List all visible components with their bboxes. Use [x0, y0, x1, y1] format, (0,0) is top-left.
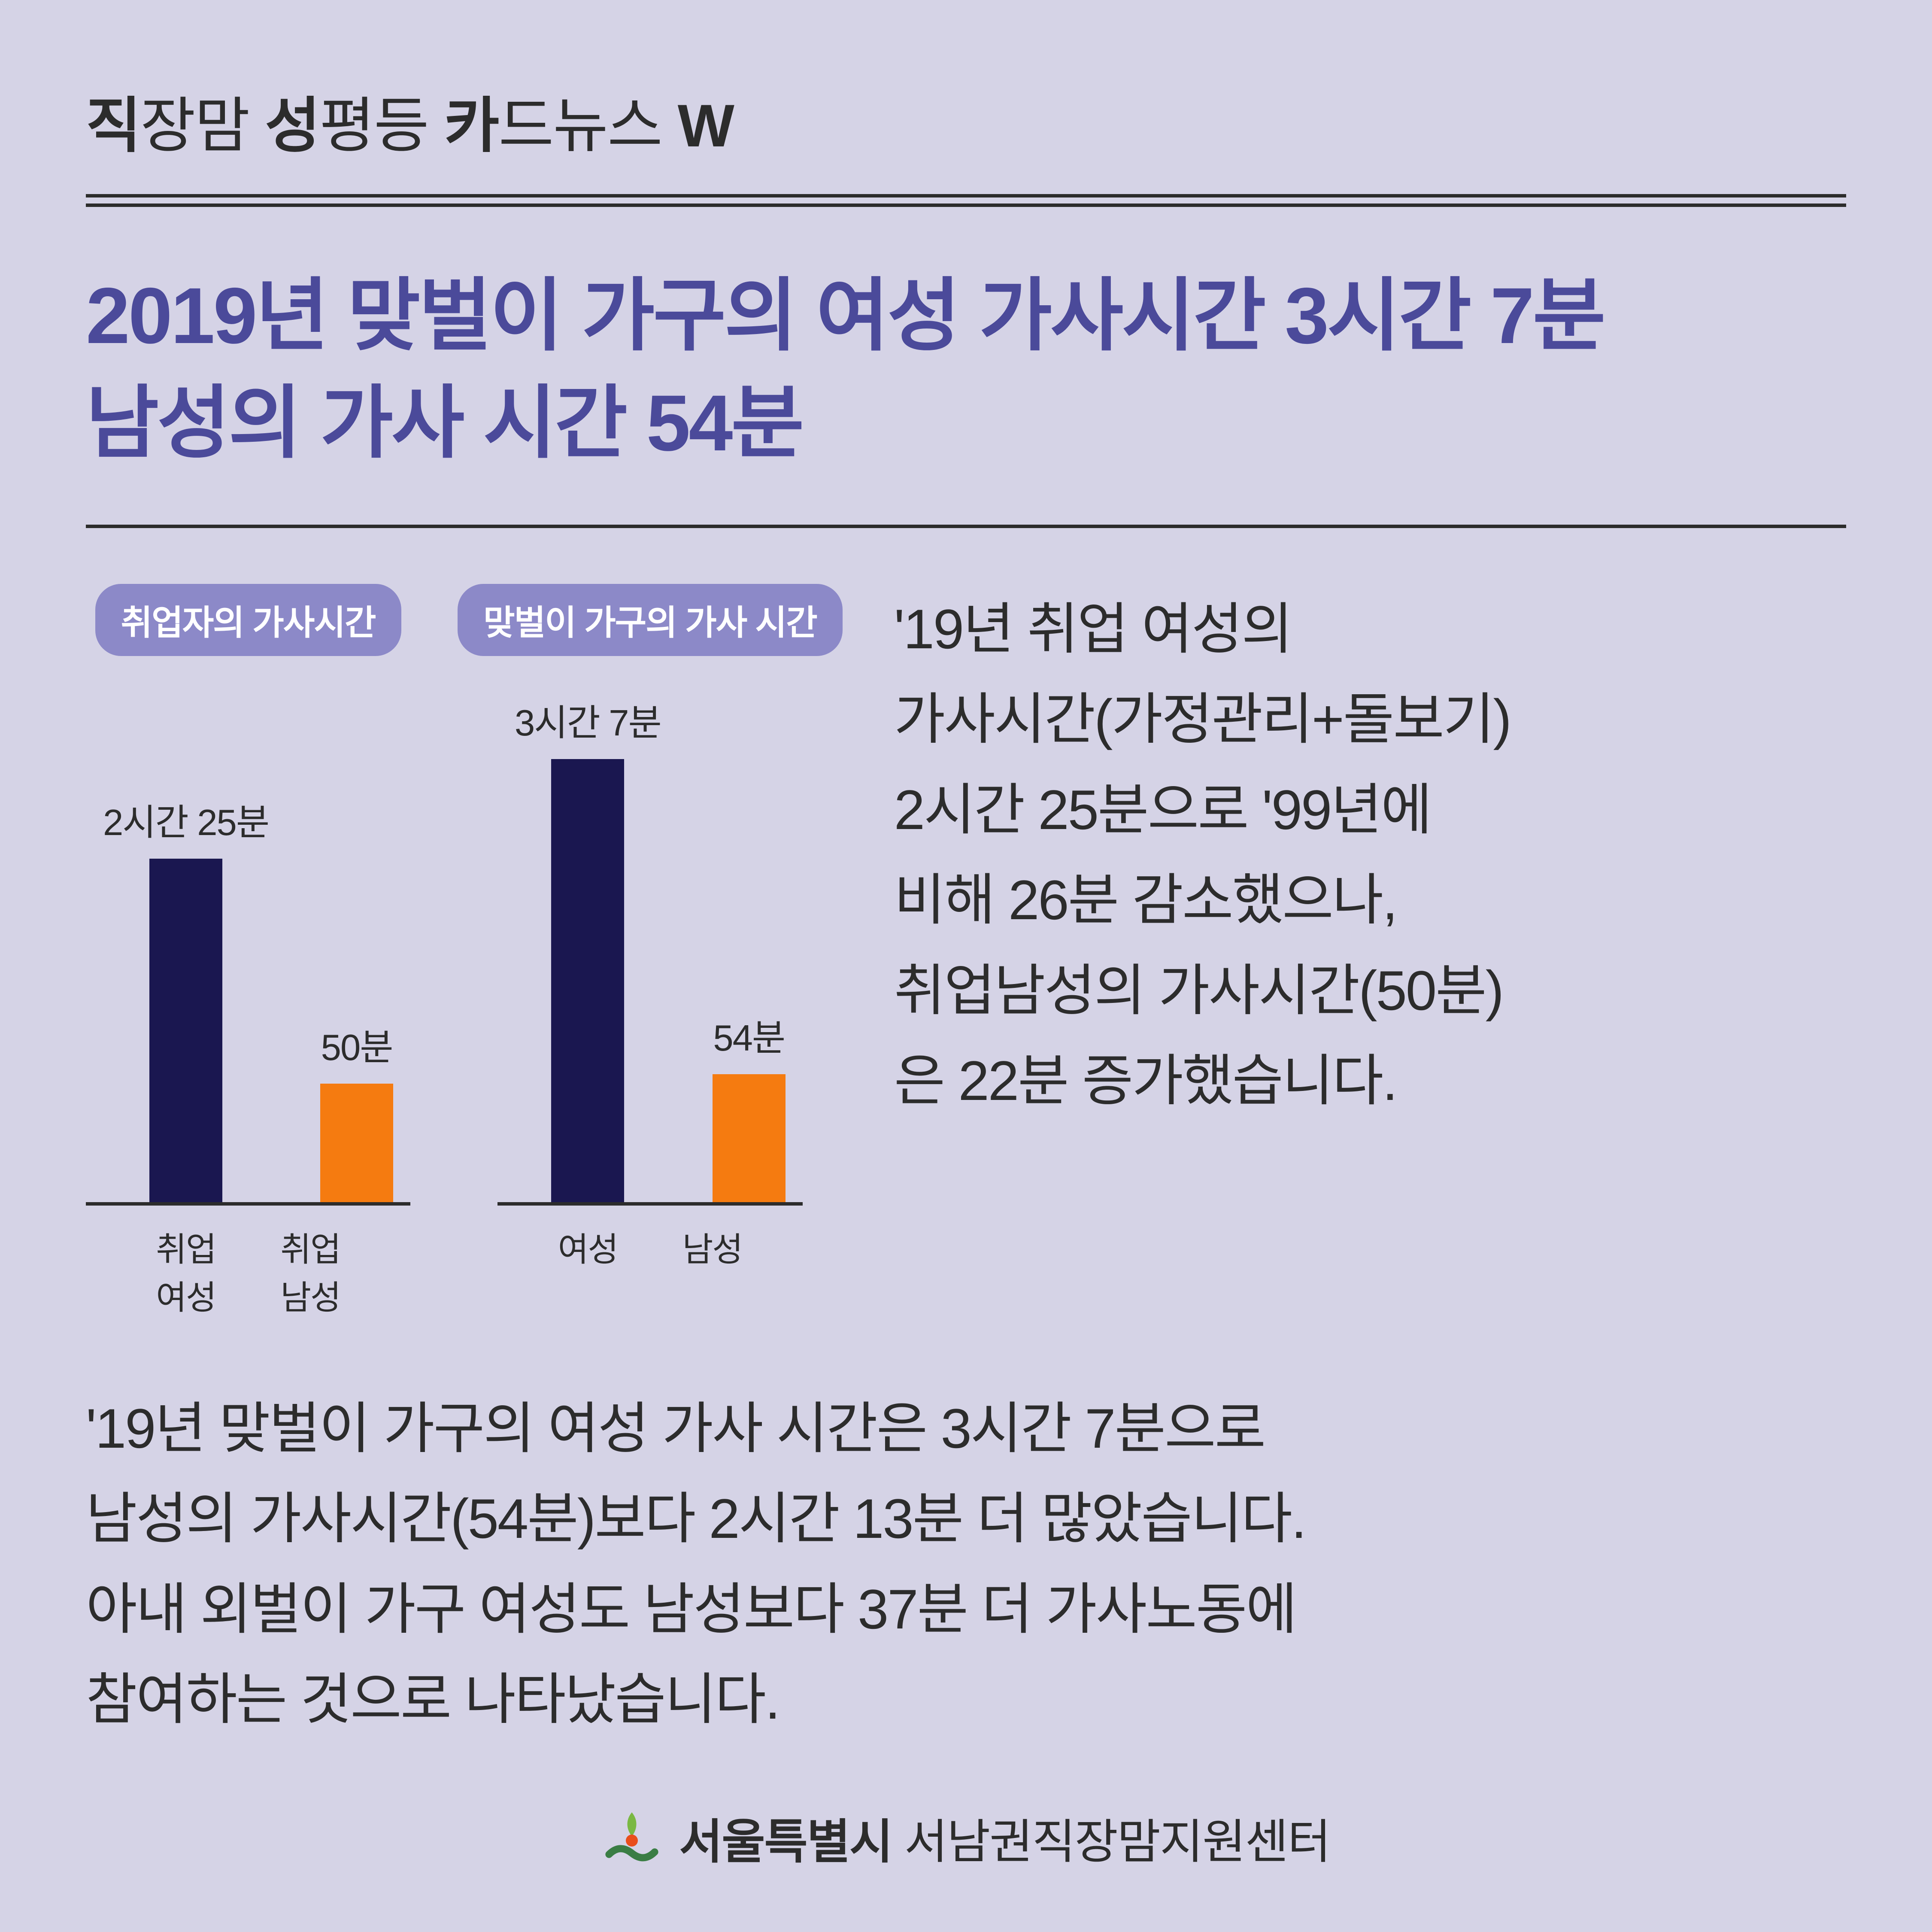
bar-group: 54분 — [713, 1009, 786, 1202]
title-line-2: 남성의 가사 시간 54분 — [86, 379, 803, 468]
bar-category-label: 여성 — [551, 1223, 624, 1271]
header-part: W — [678, 92, 734, 159]
chart-left-title: 취업자의 가사시간 — [95, 584, 401, 656]
bar-category-label: 남성 — [676, 1223, 749, 1271]
bar-group: 50분 — [320, 1018, 393, 1202]
bar — [149, 859, 222, 1202]
header-brand: 직장맘 성평등 카드뉴스 W — [86, 77, 1846, 164]
title-line-1: 2019년 맞벌이 가구의 여성 가사시간 3시간 7분 — [86, 272, 1604, 360]
header-part: 드뉴스 — [498, 92, 677, 159]
bar — [320, 1084, 393, 1202]
footer-org: 서울특별시 서남권직장맘지원센터 — [679, 1803, 1330, 1872]
divider-double-bottom — [86, 204, 1846, 207]
header-part: 평등 — [319, 92, 444, 159]
bar-value-label: 50분 — [321, 1018, 393, 1071]
bar-category-label: 취업여성 — [149, 1223, 222, 1319]
divider-single — [86, 525, 1846, 528]
bar-group: 3시간 7분 — [515, 693, 661, 1202]
charts-wrap: 취업자의 가사시간 2시간 25분 50분 취업여성 취업남성 맞벌이 가구의 가사… — [86, 584, 843, 1319]
header-part: 카 — [444, 92, 499, 159]
bar — [713, 1074, 786, 1202]
footer: 서울특별시 서남권직장맘지원센터 — [0, 1803, 1932, 1872]
footer-org-bold: 서울특별시 — [679, 1816, 892, 1868]
footer-org-rest: 서남권직장맘지원센터 — [892, 1816, 1330, 1868]
header-part: 장맘 — [140, 92, 265, 159]
chart-right: 맞벌이 가구의 가사 시간 3시간 7분 54분 여성 남성 — [458, 584, 843, 1319]
chart-left: 취업자의 가사시간 2시간 25분 50분 취업여성 취업남성 — [86, 584, 410, 1319]
card-root: 직장맘 성평등 카드뉴스 W 2019년 맞벌이 가구의 여성 가사시간 3시간… — [0, 0, 1932, 1932]
bar-category-label: 취업남성 — [274, 1223, 347, 1319]
title-block: 2019년 맞벌이 가구의 여성 가사시간 3시간 7분 남성의 가사 시간 5… — [86, 263, 1846, 477]
chart-right-labels: 여성 남성 — [534, 1223, 766, 1271]
bar-value-label: 2시간 25분 — [103, 793, 269, 846]
page-title: 2019년 맞벌이 가구의 여성 가사시간 3시간 7분 남성의 가사 시간 5… — [86, 263, 1846, 477]
bar — [551, 759, 624, 1202]
chart-right-bars: 3시간 7분 54분 — [497, 690, 803, 1206]
side-paragraph: '19년 취업 여성의가사시간(가정관리+돌보기)2시간 25분으로 '99년에… — [894, 584, 1846, 1319]
content-row: 취업자의 가사시간 2시간 25분 50분 취업여성 취업남성 맞벌이 가구의 가사… — [86, 584, 1846, 1319]
footer-logo-icon — [602, 1807, 662, 1868]
bar-value-label: 3시간 7분 — [515, 693, 661, 746]
bar-group: 2시간 25분 — [103, 793, 269, 1202]
divider-double-top — [86, 194, 1846, 197]
header-part: 직 — [86, 92, 140, 159]
chart-left-bars: 2시간 25분 50분 — [86, 690, 410, 1206]
bottom-paragraph: '19년 맞벌이 가구의 여성 가사 시간은 3시간 7분으로남성의 가사시간(… — [86, 1383, 1846, 1745]
chart-left-labels: 취업여성 취업남성 — [132, 1223, 364, 1319]
bar-value-label: 54분 — [713, 1009, 785, 1061]
header-part: 성 — [265, 92, 319, 159]
chart-right-title: 맞벌이 가구의 가사 시간 — [458, 584, 843, 656]
